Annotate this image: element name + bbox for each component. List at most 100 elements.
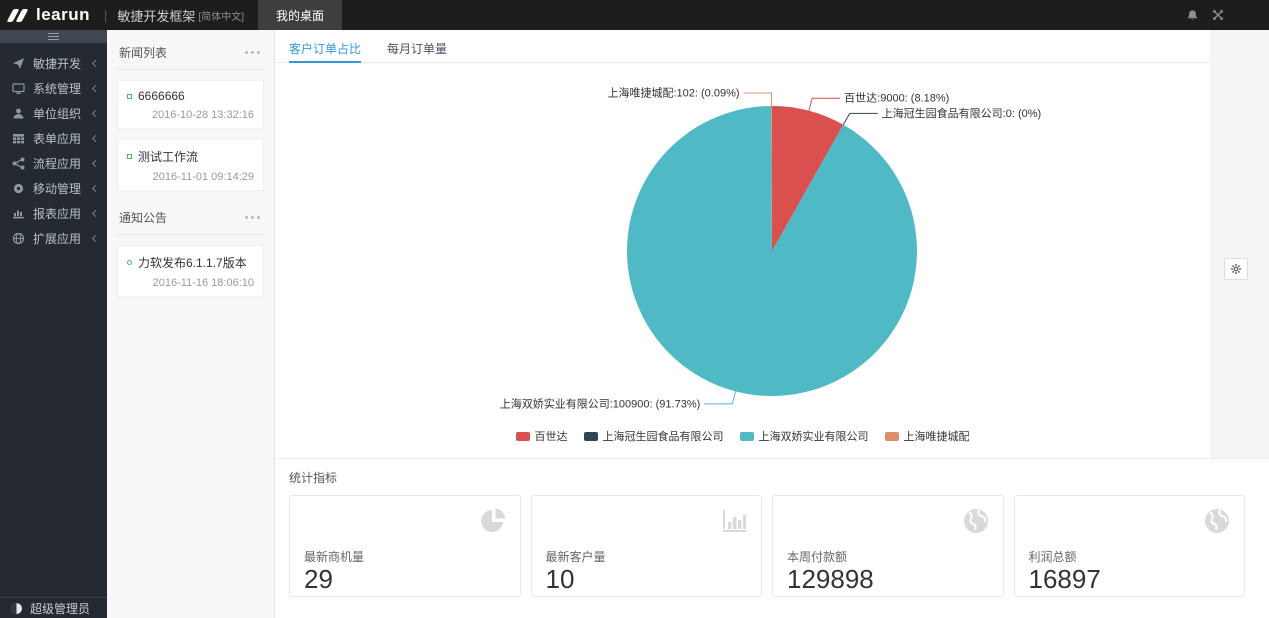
globe-icon	[961, 506, 991, 541]
chevron-left-icon	[91, 159, 100, 168]
pie-slice[interactable]	[627, 106, 918, 397]
chevron-left-icon	[91, 109, 100, 118]
sidebar-item-org[interactable]: 单位组织	[0, 101, 107, 126]
current-user[interactable]: 超级管理员	[0, 597, 107, 618]
news-item-title: 测试工作流	[138, 150, 199, 164]
gear-icon	[1231, 264, 1241, 274]
legend-label: 上海双娇实业有限公司	[758, 431, 869, 443]
topbar: learun | 敏捷开发框架 [简体中文] 我的桌面	[0, 0, 1269, 30]
app-title: 敏捷开发框架	[117, 8, 196, 24]
stat-card-total-profit[interactable]: 利润总额 16897	[1013, 495, 1245, 597]
stat-cards: 最新商机量 29 最新客户量 10 本周付款额 129898 利润总额 1689…	[289, 495, 1245, 597]
hamburger-icon	[48, 31, 59, 42]
fullscreen-icon[interactable]	[1211, 8, 1225, 22]
legend-swatch-icon	[515, 431, 530, 441]
pie-slice[interactable]	[772, 106, 844, 251]
notice-header: 通知公告	[117, 207, 264, 235]
news-item-time: 2016-10-28 13:32:16	[151, 109, 254, 121]
form-icon	[12, 132, 25, 145]
globe-icon	[1202, 506, 1232, 541]
stat-value: 129898	[787, 564, 874, 594]
chart-settings-button[interactable]	[1224, 258, 1248, 280]
pie-chart-icon	[478, 506, 508, 541]
sidebar-item-workflow[interactable]: 流程应用	[0, 151, 107, 176]
pie-label: 上海唯捷城配:102: (0.09%)	[607, 86, 739, 100]
desktop-icon	[12, 82, 25, 95]
pie-label: 上海双娇实业有限公司:100900: (91.73%)	[500, 396, 701, 410]
stat-label: 本周付款额	[787, 550, 848, 564]
news-item-time: 2016-11-01 09:14:29	[152, 171, 254, 183]
chevron-left-icon	[91, 59, 100, 68]
news-item[interactable]: 测试工作流 2016-11-01 09:14:29	[117, 139, 264, 191]
language-label: [简体中文]	[198, 11, 244, 23]
bar-chart-icon	[719, 506, 749, 541]
news-item[interactable]: 6666666 2016-10-28 13:32:16	[117, 80, 264, 129]
chevron-left-icon	[91, 84, 100, 93]
logo-icon	[6, 8, 29, 22]
bullet-icon	[127, 260, 132, 265]
bell-icon[interactable]	[1185, 8, 1199, 22]
news-list-header: 新闻列表	[117, 42, 264, 70]
sidebar-item-system-mgmt[interactable]: 系统管理	[0, 76, 107, 101]
report-icon	[12, 207, 25, 220]
more-menu-icon[interactable]	[243, 49, 262, 56]
tab-customer-order-ratio[interactable]: 客户订单占比	[289, 40, 362, 63]
stats-section: 统计指标 最新商机量 29 最新客户量 10 本周付款额 129898	[275, 458, 1269, 618]
stat-value: 10	[545, 564, 575, 594]
tab-monthly-orders[interactable]: 每月订单量	[387, 42, 448, 56]
pie-label: 百世达:9000: (8.18%)	[844, 92, 949, 105]
pie-slice[interactable]	[771, 106, 772, 251]
notice-item-title: 力软发布6.1.1.7版本	[138, 256, 247, 270]
pie-label-line	[842, 112, 878, 125]
sidebar: 敏捷开发 系统管理 单位组织 表单应用 流程应用 移动管理	[0, 30, 107, 618]
user-status-icon	[11, 602, 22, 614]
stat-value: 29	[304, 564, 333, 594]
sidebar-item-reports[interactable]: 报表应用	[0, 201, 107, 226]
legend-swatch-icon	[884, 431, 899, 441]
mobile-icon	[12, 182, 25, 195]
sidebar-item-extensions[interactable]: 扩展应用	[0, 226, 107, 251]
bullet-icon	[127, 93, 132, 99]
chevron-left-icon	[91, 209, 100, 218]
chevron-left-icon	[91, 184, 100, 193]
pie-label: 上海冠生园食品有限公司:0: (0%)	[882, 106, 1042, 120]
sidebar-item-mobile[interactable]: 移动管理	[0, 176, 107, 201]
legend-item[interactable]: 上海唯捷城配	[884, 428, 970, 444]
pie-label-line	[743, 92, 773, 107]
notice-title: 通知公告	[119, 211, 168, 225]
chart-tabs: 客户订单占比 每月订单量	[275, 40, 1210, 63]
sidebar-nav: 敏捷开发 系统管理 单位组织 表单应用 流程应用 移动管理	[0, 43, 107, 251]
organization-icon	[12, 107, 25, 120]
title-divider: |	[104, 7, 108, 23]
legend-item[interactable]: 上海双娇实业有限公司	[739, 428, 869, 444]
legend-swatch-icon	[583, 431, 598, 441]
chevron-left-icon	[91, 134, 100, 143]
customer-order-pie-chart: 百世达:9000: (8.18%)上海冠生园食品有限公司:0: (0%) 上海双娇…	[500, 86, 1042, 411]
stat-card-customers[interactable]: 最新客户量 10	[530, 495, 762, 597]
legend-label: 百世达	[534, 431, 568, 443]
stat-label: 利润总额	[1028, 550, 1077, 564]
legend-swatch-icon	[739, 431, 754, 441]
sidebar-item-agile-dev[interactable]: 敏捷开发	[0, 51, 107, 76]
chevron-left-icon	[91, 234, 100, 243]
sidebar-item-forms[interactable]: 表单应用	[0, 126, 107, 151]
pie-chart-region: 百世达:9000: (8.18%) 上海冠生园食品有限公司:0: (0%) 上海双娇…	[275, 63, 1210, 458]
news-panel: 新闻列表 6666666 2016-10-28 13:32:16 测试工作流 2…	[107, 30, 275, 618]
stat-card-opportunities[interactable]: 最新商机量 29	[289, 495, 521, 597]
legend-item[interactable]: 上海冠生园食品有限公司	[583, 428, 724, 444]
legend-label: 上海冠生园食品有限公司	[602, 431, 724, 443]
main-content: 客户订单占比 每月订单量 百世达:9000: (8.18%) 上海冠生园食品有限公…	[275, 30, 1269, 618]
notice-item[interactable]: 力软发布6.1.1.7版本 2016-11-16 18:06:10	[117, 245, 264, 297]
chart-legend: 百世达 上海冠生园食品有限公司 上海双娇实业有限公司 上海唯捷城配	[275, 428, 1210, 444]
logo-text: learun	[36, 5, 91, 24]
stat-card-weekly-payment[interactable]: 本周付款额 129898	[772, 495, 1004, 597]
workflow-icon	[12, 157, 25, 170]
tab-my-desktop[interactable]: 我的桌面	[258, 0, 343, 30]
app-logo[interactable]: learun	[0, 5, 102, 25]
pie-label-line	[704, 391, 737, 405]
pie-label-line	[808, 97, 841, 111]
legend-item[interactable]: 百世达	[515, 428, 568, 444]
stat-label: 最新客户量	[545, 550, 606, 564]
more-menu-icon[interactable]	[243, 214, 262, 221]
sidebar-toggle-button[interactable]	[0, 30, 107, 43]
